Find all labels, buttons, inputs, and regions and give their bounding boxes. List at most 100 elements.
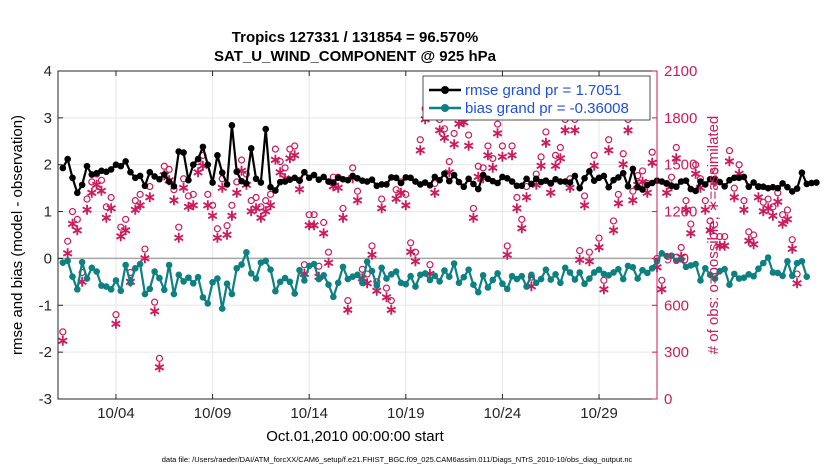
bias-point — [470, 281, 477, 288]
bias-point — [547, 276, 555, 283]
rmse-point — [503, 175, 511, 182]
obs-possible-point — [508, 142, 516, 150]
obs-assimilated-point: ∗ — [670, 150, 683, 167]
bias-point — [421, 270, 429, 277]
obs-possible-point — [537, 153, 545, 161]
rmse-point — [83, 162, 91, 170]
obs-possible-point — [745, 228, 753, 236]
rmse-point — [755, 183, 762, 191]
obs-possible-point — [68, 207, 77, 216]
bias-point — [136, 260, 144, 268]
obs-assimilated-point: ∗ — [177, 180, 190, 197]
rmse-point — [194, 155, 202, 163]
bias-point — [199, 294, 207, 301]
obs-assimilated-point: ∗ — [699, 201, 712, 218]
obs-assimilated-point: ∗ — [409, 253, 422, 270]
obs-assimilated-point: ∗ — [462, 137, 475, 154]
rmse-point — [702, 181, 709, 188]
x-tick-label: 10/19 — [387, 405, 425, 422]
obs-assimilated-point: ∗ — [689, 166, 702, 183]
bias-point — [528, 271, 535, 279]
rmse-point — [528, 180, 535, 188]
bias-point — [436, 278, 443, 285]
bias-point — [702, 264, 709, 272]
obs-assimilated-point: ∗ — [757, 203, 770, 220]
obs-possible-point — [783, 206, 792, 214]
bias-point — [170, 290, 178, 298]
obs-assimilated-point: ∗ — [143, 189, 156, 206]
obs-assimilated-point: ∗ — [762, 200, 775, 217]
bias-point — [740, 274, 748, 281]
x-axis-label: Oct.01,2010 00:00:00 start — [266, 428, 444, 445]
obs-assimilated-point: ∗ — [491, 125, 504, 142]
rmse-point — [160, 171, 168, 178]
obs-assimilated-point: ∗ — [414, 142, 427, 159]
obs-possible-point — [136, 190, 144, 198]
obs-assimilated-point: ∗ — [544, 184, 557, 201]
bias-point — [107, 286, 115, 293]
bias-point — [359, 279, 366, 287]
obs-assimilated-point: ∗ — [728, 189, 741, 206]
obs-possible-point — [344, 297, 352, 305]
x-tick-label: 10/04 — [97, 405, 135, 422]
obs-assimilated-point: ∗ — [776, 216, 789, 233]
obs-assimilated-point: ∗ — [182, 198, 195, 215]
obs-assimilated-point: ∗ — [303, 217, 316, 234]
obs-assimilated-point: ∗ — [583, 253, 596, 270]
rmse-point — [74, 189, 81, 197]
bias-point — [276, 278, 284, 286]
bias-point — [180, 278, 187, 285]
obs-assimilated-point: ∗ — [201, 197, 214, 214]
rmse-point — [697, 178, 704, 185]
rmse-point — [436, 176, 443, 184]
y2-tick-label: 1500 — [664, 157, 697, 174]
obs-assimilated-point: ∗ — [110, 315, 123, 332]
bias-point — [730, 270, 738, 278]
obs-possible-point — [585, 248, 593, 256]
bias-point — [407, 272, 414, 280]
rmse-point — [165, 178, 173, 185]
rmse-point — [412, 178, 419, 185]
obs-assimilated-point: ∗ — [685, 225, 698, 242]
obs-assimilated-point: ∗ — [433, 122, 446, 139]
obs-assimilated-point: ∗ — [90, 176, 103, 193]
obs-possible-point — [59, 328, 67, 336]
obs-possible-point — [440, 125, 449, 133]
legend-rmse-label: rmse grand pr = 1.7051 — [465, 82, 621, 99]
rmse-point — [460, 183, 468, 191]
obs-assimilated-point: ∗ — [656, 281, 669, 298]
obs-possible-point — [262, 197, 270, 205]
rmse-point — [793, 185, 801, 192]
y-axis-label: rmse and bias (model - observation) — [9, 115, 26, 355]
obs-assimilated-point: ∗ — [259, 203, 272, 220]
obs-assimilated-point: ∗ — [714, 237, 727, 254]
obs-possible-point — [484, 142, 492, 150]
obs-assimilated-point: ∗ — [288, 147, 301, 164]
bias-point — [634, 275, 641, 282]
obs-assimilated-point: ∗ — [607, 222, 620, 239]
obs-possible-point — [252, 193, 260, 202]
obs-assimilated-point: ∗ — [105, 200, 118, 217]
obs-possible-point — [392, 186, 400, 194]
obs-assimilated-point: ∗ — [206, 208, 219, 225]
obs-possible-point — [228, 201, 236, 209]
bias-point — [272, 287, 279, 295]
obs-assimilated-point: ∗ — [515, 220, 528, 237]
bias-point — [146, 285, 154, 293]
bias-point — [127, 279, 134, 287]
rmse-point — [431, 173, 439, 181]
rmse-point — [673, 183, 680, 191]
obs-possible-point — [672, 143, 680, 152]
obs-possible-point — [305, 211, 313, 219]
bias-point — [706, 271, 714, 279]
rmse-point — [78, 181, 86, 189]
bias-point — [774, 269, 782, 277]
obs-assimilated-point: ∗ — [448, 136, 461, 153]
bias-point — [426, 276, 434, 284]
bias-point — [214, 275, 221, 282]
bias-point — [571, 276, 579, 283]
obs-possible-point — [112, 311, 120, 319]
bias-point — [503, 285, 511, 293]
y-tick-label: -2 — [39, 344, 52, 361]
obs-possible-point — [151, 298, 159, 306]
